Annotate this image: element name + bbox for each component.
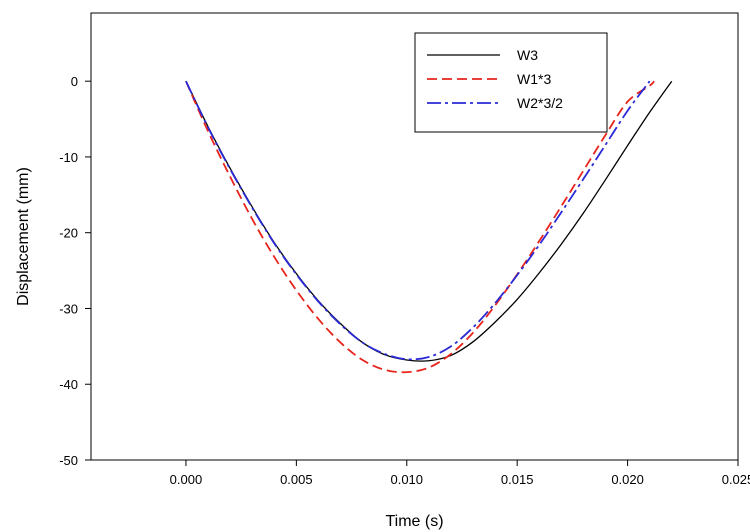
legend-box bbox=[414, 32, 608, 133]
x-tick-label: 0.025 bbox=[722, 472, 750, 487]
legend-label: W1*3 bbox=[517, 71, 551, 87]
x-tick-label: 0.020 bbox=[611, 472, 644, 487]
y-tick-label: -10 bbox=[59, 150, 78, 165]
y-tick-label: -20 bbox=[59, 226, 78, 241]
y-tick-label: -40 bbox=[59, 377, 78, 392]
x-tick-label: 0.000 bbox=[170, 472, 203, 487]
ticks-layer: 0.000 0.005 0.010 0.015 0.020 0.025 0 -10 -20 -30… bbox=[59, 74, 750, 487]
series-line-1 bbox=[185, 80, 673, 362]
legend-label: W2*3/2 bbox=[517, 95, 563, 111]
y-axis-title: Displacement (mm) bbox=[15, 167, 32, 306]
legend: W3 W1*3 W2*3/2 bbox=[414, 32, 608, 133]
y-tick-label: -50 bbox=[59, 453, 78, 468]
x-tick-label: 0.005 bbox=[280, 472, 313, 487]
series-line-3 bbox=[185, 80, 651, 361]
legend-items: W3 W1*3 W2*3/2 bbox=[427, 47, 563, 111]
series-line-2 bbox=[185, 80, 655, 374]
series-layer bbox=[185, 80, 673, 374]
x-tick-label: 0.015 bbox=[501, 472, 534, 487]
x-tick-label: 0.010 bbox=[390, 472, 423, 487]
x-axis-title: Time (s) bbox=[385, 513, 443, 530]
y-tick-label: -30 bbox=[59, 301, 78, 316]
plot-frame bbox=[90, 12, 739, 461]
y-tick-label: 0 bbox=[71, 74, 78, 89]
legend-label: W3 bbox=[517, 47, 538, 63]
